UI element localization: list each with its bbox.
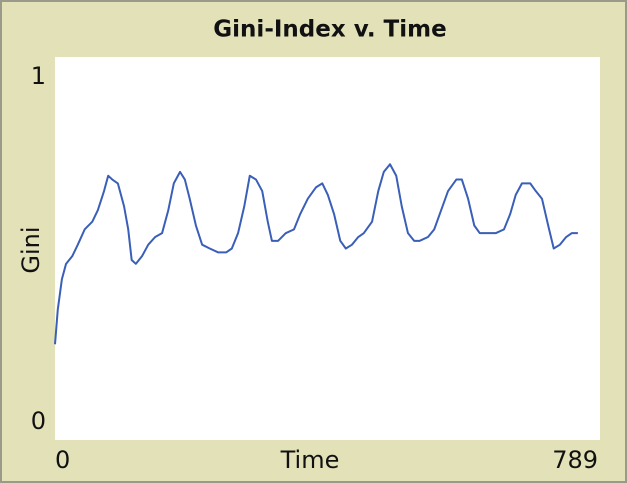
chart-title: Gini-Index v. Time <box>213 17 446 43</box>
plot-area <box>55 57 600 440</box>
y-tick-label: 1 <box>31 62 46 90</box>
x-axis-label: Time <box>280 446 340 474</box>
x-tick-label: 789 <box>552 446 598 474</box>
y-tick-label: 0 <box>31 407 46 435</box>
data-line <box>54 163 578 345</box>
x-tick-label: 0 <box>55 446 70 474</box>
y-axis-label: Gini <box>17 226 45 273</box>
